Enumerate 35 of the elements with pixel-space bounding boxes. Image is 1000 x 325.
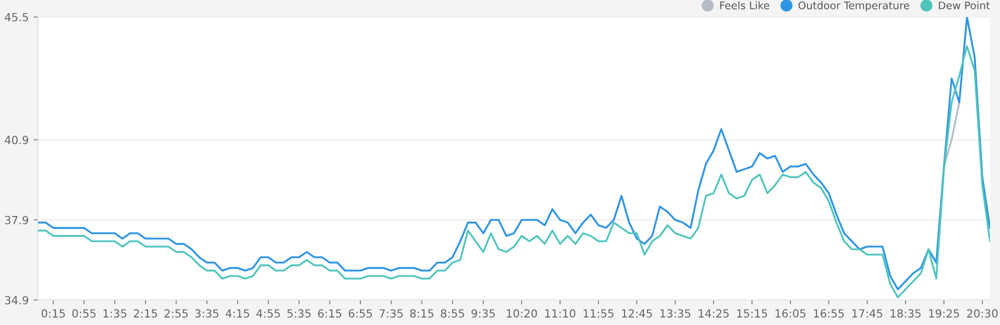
legend-label: Dew Point [938,1,990,10]
x-tick-label: 2:15 [134,309,157,318]
x-tick-label: 11:55 [584,309,614,318]
x-tick-label: 4:15 [226,309,250,318]
x-tick-label: 17:45 [852,309,882,318]
x-tick-label: 1:35 [104,309,126,318]
x-tick-label: 13:35 [660,309,690,318]
legend-label: Feels Like [720,1,770,10]
x-tick-label: 16:55 [814,309,844,318]
y-tick-label: 45.5 [4,13,28,22]
x-tick-label: 8:55 [440,309,464,318]
x-tick-label: 3:35 [195,309,218,318]
x-tick-label: 6:15 [318,309,342,318]
x-tick-label: 0:15 [42,309,65,318]
x-tick-label: 2:55 [164,309,188,318]
x-tick-label: 5:35 [287,309,311,318]
x-tick-label: 18:35 [890,309,921,318]
x-tick-label: 16:05 [776,309,806,318]
x-tick-label: 10:20 [506,309,537,318]
x-tick-label: 20:30 [967,309,998,318]
x-tick-label: 4:55 [256,309,280,318]
x-tick-label: 11:10 [545,309,576,318]
x-tick-label: 0:55 [72,309,96,318]
x-tick-label: 9:35 [472,309,495,318]
x-tick-label: 6:55 [348,309,372,318]
x-tick-label: 15:15 [737,309,768,318]
x-tick-label: 8:15 [410,309,434,318]
y-tick-label: 37.9 [5,216,28,224]
x-tick-label: 14:25 [698,309,729,318]
x-tick-label: 12:45 [622,309,652,318]
y-tick-label: 34.9 [5,296,28,304]
legend-label: Outdoor Temperature [798,1,910,12]
x-tick-label: 7:35 [380,309,403,318]
y-tick-label: 40.9 [4,136,28,144]
x-tick-label: 19:25 [929,309,959,318]
